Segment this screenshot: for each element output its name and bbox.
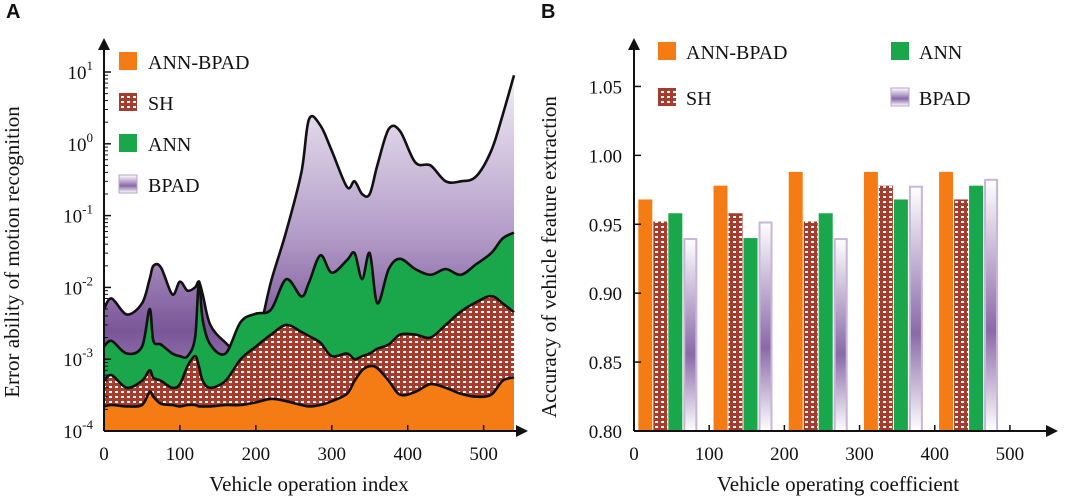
panel-a-y-axis-arrow: [98, 38, 110, 50]
panel-b-y-tick-label: 0.90: [589, 284, 622, 305]
legend-a-label-bpad: BPAD: [148, 175, 200, 197]
bar-ann-bpad: [939, 171, 954, 431]
panel-a-y-label: Error ability of motion recognition: [0, 106, 24, 398]
panel-a-x-tick-label: 200: [242, 444, 271, 465]
panel-a-x-axis-arrow: [516, 425, 528, 437]
panel-b-x-tick-label: 100: [695, 444, 724, 465]
bar-ann: [969, 185, 984, 431]
bar-sh: [728, 213, 743, 431]
panel-b-y-tick-label: 1.05: [589, 77, 622, 98]
bar-ann-bpad: [713, 185, 728, 431]
legend-a-swatch-ann: [119, 134, 137, 152]
bar-ann-bpad: [863, 171, 878, 431]
panel-b-y-tick-label: 0.85: [589, 353, 622, 374]
panel-a-y-tick-label: 10-2: [63, 273, 93, 299]
legend-a-swatch-sh: [119, 93, 137, 111]
panel-b-y-tick-label: 0.80: [589, 422, 622, 443]
bar-bpad: [758, 221, 773, 432]
panel-b-x-axis-arrow: [1046, 425, 1058, 437]
panel-b: B 0.80 0.85 0.90 0.95 1.00 1.05 0 100 200 300 400 50…: [537, 1, 1058, 496]
panel-b-y-axis-arrow: [628, 38, 640, 50]
panel-a-y-tick-label: 10-4: [63, 417, 93, 443]
panel-b-y-tick-label: 0.95: [589, 215, 622, 236]
panel-b-y-tick-label: 1.00: [589, 146, 622, 167]
legend-b-swatch-sh: [658, 88, 676, 106]
bar-bpad: [683, 238, 698, 432]
bar-ann: [893, 199, 908, 431]
bar-sh: [878, 185, 893, 431]
line-bpad: [102, 74, 516, 355]
line-ann-bpad: [103, 364, 515, 408]
bar-sh: [803, 221, 818, 431]
bar-ann-bpad: [788, 171, 803, 431]
area-ann-bpad: [104, 365, 514, 431]
line-ann: [103, 231, 515, 359]
line-sh: [103, 294, 515, 390]
bar-ann-bpad: [638, 199, 653, 431]
bar-ann: [743, 238, 758, 431]
panel-b-x-label: Vehicle operating coefficient: [717, 472, 959, 496]
panel-a-y-tick-label: 10-1: [63, 202, 93, 228]
panel-b-y-label: Accuracy of vehicle feature extraction: [537, 96, 561, 418]
legend-a-label-ann: ANN: [148, 134, 191, 156]
panel-a-x-label: Vehicle operation index: [209, 472, 409, 496]
panel-a-x-tick-label: 300: [318, 444, 347, 465]
panel-b-x-tick-label: 200: [770, 444, 799, 465]
panel-b-x-tick-label: 300: [845, 444, 874, 465]
panel-b-letter: B: [541, 1, 555, 23]
legend-b-label-bpad: BPAD: [919, 88, 971, 110]
panel-a: A 10-4 10-3 10-2 10-1 100 101 0 100 200 300 400 500 V…: [0, 1, 528, 496]
panel-b-x-tick-label: 500: [996, 444, 1025, 465]
panel-a-y-tick-label: 101: [68, 58, 94, 84]
legend-a-label-sh: SH: [148, 93, 174, 115]
panel-b-x-tick-label: 0: [629, 444, 639, 465]
legend-a-swatch-ann-bpad: [119, 52, 137, 70]
bar-ann: [668, 213, 683, 431]
bar-bpad: [984, 178, 999, 432]
legend-b-label-ann-bpad: ANN-BPAD: [686, 42, 788, 64]
legend-a-swatch-bpad: [118, 174, 138, 194]
bar-bpad: [908, 185, 923, 432]
panel-a-letter: A: [6, 1, 20, 23]
panel-a-y-tick-label: 10-3: [63, 345, 93, 371]
legend-b-label-ann: ANN: [919, 42, 962, 64]
legend-b-swatch-ann-bpad: [658, 42, 676, 60]
bar-bpad: [833, 238, 848, 432]
bar-ann: [818, 213, 833, 431]
bar-sh: [954, 199, 969, 431]
panel-a-x-tick-label: 500: [469, 444, 498, 465]
legend-a-label-ann-bpad: ANN-BPAD: [148, 52, 250, 74]
bar-sh: [653, 221, 668, 431]
panel-b-x-tick-label: 400: [920, 444, 949, 465]
legend-b-swatch-bpad: [890, 87, 910, 107]
panel-a-y-tick-label: 100: [68, 130, 94, 156]
panel-a-x-tick-label: 100: [166, 444, 195, 465]
panel-a-x-tick-label: 400: [393, 444, 422, 465]
legend-b-swatch-ann: [891, 42, 909, 60]
legend-b-label-sh: SH: [686, 88, 712, 110]
panel-a-x-tick-label: 0: [99, 444, 109, 465]
